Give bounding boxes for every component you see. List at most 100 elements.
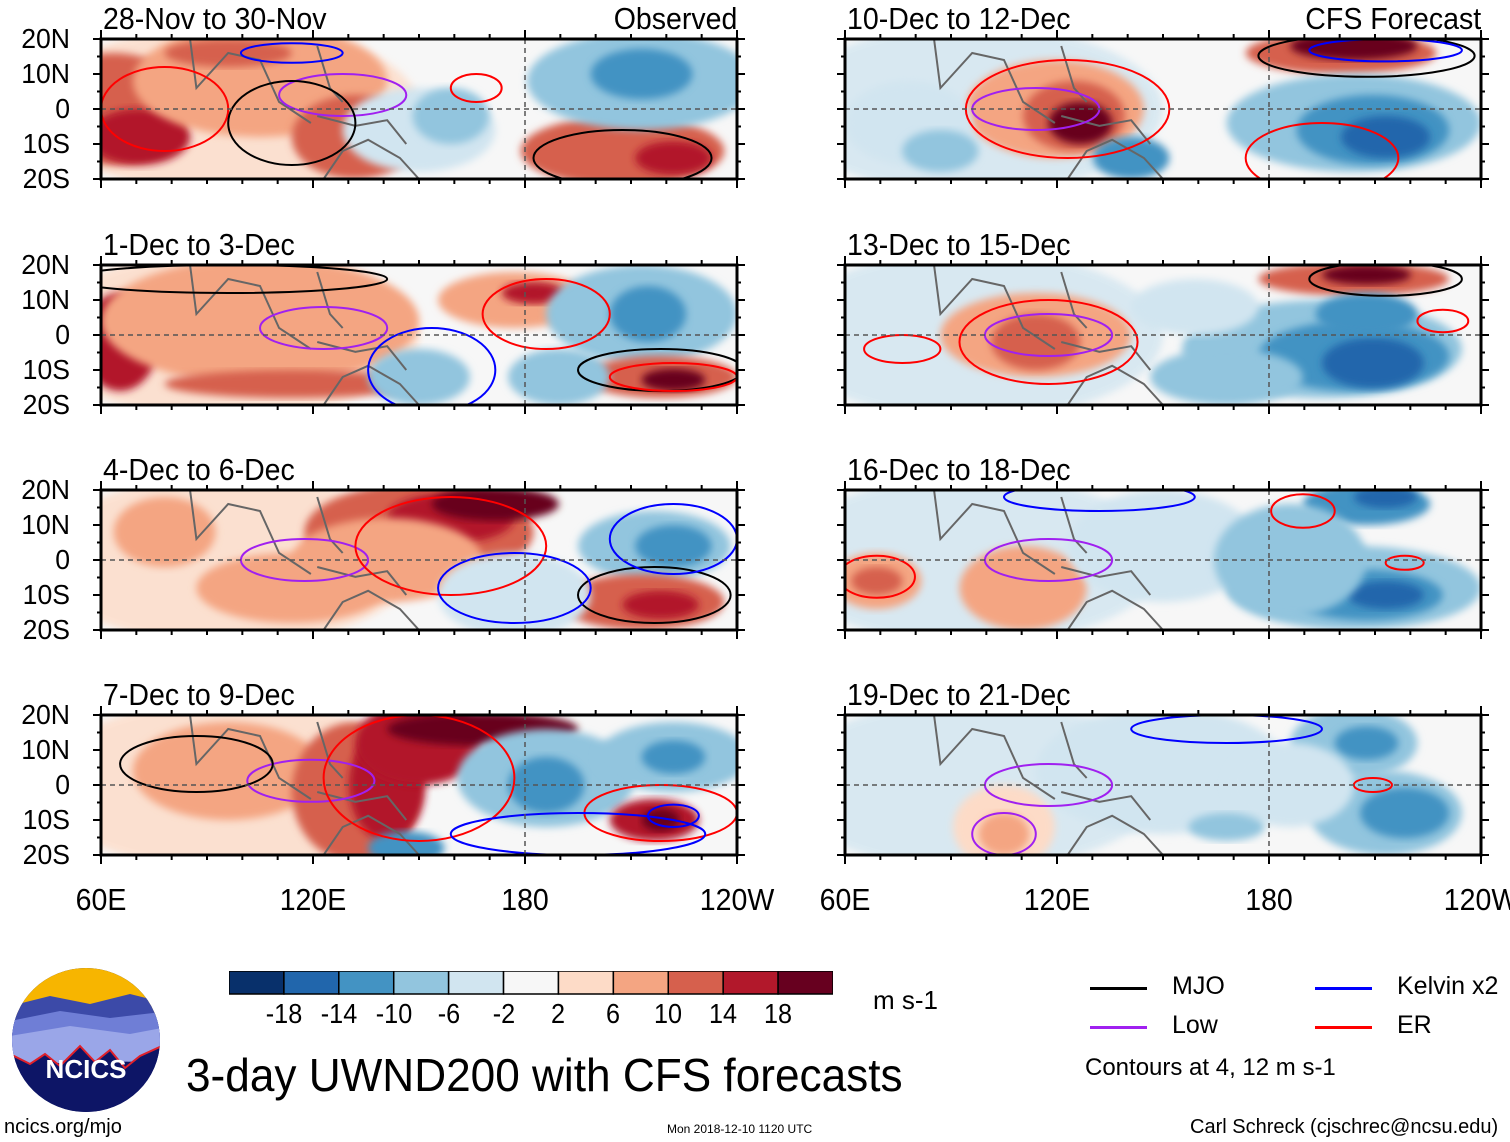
colorbar-tick-label: 14 <box>709 998 738 1029</box>
credit: Carl Schreck (cjschrec@ncsu.edu) <box>1190 1116 1499 1138</box>
timestamp: Mon 2018-12-10 1120 UTC <box>667 1122 813 1136</box>
legend-swatch <box>1315 1026 1372 1029</box>
anomaly-field <box>641 368 706 391</box>
anomaly-field <box>1334 726 1399 760</box>
contour-line <box>608 362 737 392</box>
y-tick-label: 10S <box>22 804 70 835</box>
colorbar-swatch <box>229 971 285 995</box>
colorbar-tick-label: -6 <box>437 998 460 1029</box>
y-tick-label: 20S <box>22 839 70 870</box>
anomaly-field <box>851 567 903 595</box>
contour-line <box>246 758 376 803</box>
coastline <box>189 265 420 405</box>
anomaly-field <box>1353 490 1418 509</box>
map-panel <box>837 706 1489 864</box>
contour-line <box>239 42 344 64</box>
panel-title: 28-Nov to 30-Nov <box>103 1 327 36</box>
anomaly-field <box>1131 279 1259 335</box>
panel-title: 10-Dec to 12-Dec <box>847 1 1071 36</box>
website-link[interactable]: ncics.org/mjo <box>4 1116 122 1138</box>
panel-title: 1-Dec to 3-Dec <box>103 227 295 262</box>
legend-label: Kelvin x2 <box>1397 972 1499 1000</box>
anomaly-field <box>431 490 559 521</box>
y-tick-label: 20S <box>22 389 70 420</box>
panel-title: 7-Dec to 9-Dec <box>103 677 295 712</box>
contour-line <box>437 552 592 624</box>
contour-line <box>1003 490 1196 512</box>
colorbar-tick-label: -2 <box>492 998 515 1029</box>
anomaly-field <box>1341 116 1431 158</box>
y-tick-label: 10N <box>21 509 71 540</box>
contour-line <box>322 715 516 842</box>
colorbar-tick-label: 6 <box>606 998 621 1029</box>
anomaly-field <box>501 281 566 305</box>
y-tick-label: 20N <box>21 474 71 505</box>
contour-line <box>367 327 497 405</box>
legend-swatch <box>1090 1026 1147 1029</box>
colorbar-tick-label: -10 <box>375 998 412 1029</box>
anomaly-field <box>1150 349 1303 405</box>
anomaly-field <box>590 48 693 100</box>
map-panel <box>93 30 745 188</box>
contour-line <box>259 306 389 350</box>
contour-line <box>449 73 503 103</box>
contour-line <box>278 73 408 117</box>
coastline <box>189 715 420 855</box>
contour-line <box>1130 715 1323 744</box>
map-panel <box>93 706 745 864</box>
colorbar-swatch <box>612 971 670 995</box>
y-tick-label: 0 <box>55 769 70 800</box>
anomaly-field <box>1322 337 1424 389</box>
y-tick-label: 10S <box>22 128 70 159</box>
map-panel <box>837 256 1489 414</box>
anomaly-field <box>1360 787 1450 839</box>
anomaly-field <box>196 553 388 623</box>
contour-line <box>845 554 916 599</box>
anomaly-field <box>1347 581 1424 609</box>
coastline <box>933 265 1164 405</box>
y-tick-label: 10S <box>22 354 70 385</box>
map-panel <box>93 481 745 639</box>
anomaly-field <box>508 349 610 405</box>
x-tick-label: 120W <box>1443 882 1510 917</box>
y-tick-label: 10N <box>21 734 71 765</box>
y-tick-label: 20S <box>22 163 70 194</box>
coastline <box>933 715 1164 855</box>
contour-line <box>532 129 713 179</box>
anomaly-field <box>959 546 1087 630</box>
contour-line <box>1416 308 1470 334</box>
colorbar-tick-label: -14 <box>320 998 358 1029</box>
colorbar-tick-label: 2 <box>551 998 566 1029</box>
x-tick-label: 120W <box>699 882 775 917</box>
colorbar-swatch <box>667 971 724 995</box>
legend-swatch <box>1090 987 1147 990</box>
legend-swatch <box>1315 987 1372 990</box>
y-tick-label: 10S <box>22 579 70 610</box>
legend-label: MJO <box>1172 972 1225 1000</box>
anomaly-field <box>368 349 470 405</box>
y-tick-label: 20S <box>22 614 70 645</box>
x-tick-label: 120E <box>1023 882 1091 917</box>
contour-line <box>971 812 1037 855</box>
anomaly-field <box>635 141 712 175</box>
panel-title: 19-Dec to 21-Dec <box>847 677 1071 712</box>
anomaly-field <box>438 553 591 630</box>
panel-tag: Observed <box>613 1 737 36</box>
ncics-logo: NCICS <box>12 968 160 1112</box>
contour-line <box>1384 554 1425 571</box>
coastline <box>933 490 1164 630</box>
anomaly-field <box>1093 137 1170 179</box>
x-tick-label: 180 <box>501 882 549 917</box>
legend-label: ER <box>1397 1011 1432 1039</box>
anomaly-field <box>641 740 706 774</box>
anomaly-field <box>991 314 1081 370</box>
x-tick-label: 60E <box>819 882 871 917</box>
contour-line <box>119 735 274 793</box>
anomaly-field <box>622 590 699 619</box>
colorbar-tick-label: 18 <box>764 998 793 1029</box>
contour-line <box>958 299 1139 385</box>
anomaly-field <box>1290 39 1418 60</box>
y-tick-label: 0 <box>55 319 70 350</box>
colorbar-swatch <box>392 971 450 995</box>
y-tick-label: 20N <box>21 249 71 280</box>
